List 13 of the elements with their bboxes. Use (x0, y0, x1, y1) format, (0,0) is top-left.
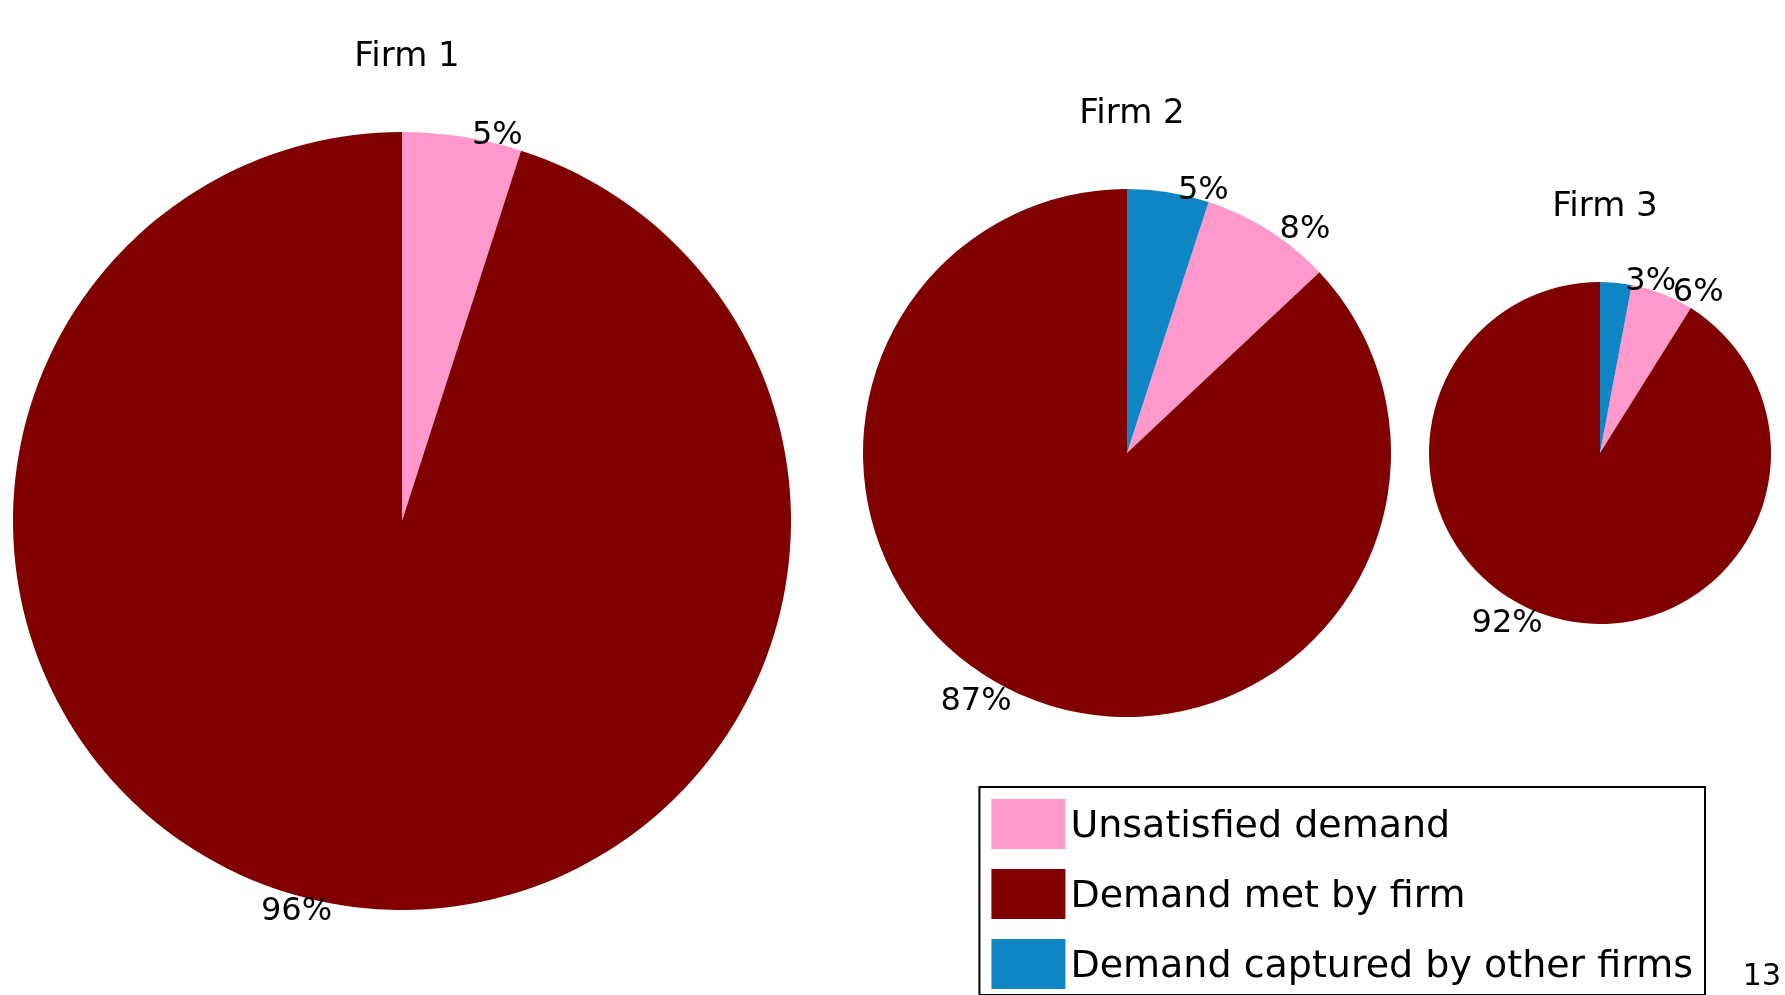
legend-label: Demand met by firm (1070, 872, 1466, 916)
data-label: 96% (261, 890, 333, 929)
slice-label: Firm 1 (354, 34, 460, 74)
legend-label: Unsatisfied demand (1070, 802, 1451, 846)
data-label: 92% (1471, 602, 1543, 641)
legend-label: Demand captured by other firms (1070, 942, 1694, 986)
data-label: 5% (471, 113, 523, 152)
slice-label: Firm 3 (1552, 184, 1658, 224)
text: 13 (1742, 956, 1782, 992)
data-label: 87% (940, 679, 1012, 718)
slice-label: Firm 2 (1079, 91, 1185, 131)
data-label: 8% (1279, 207, 1331, 246)
data-label: 5% (1177, 169, 1229, 208)
